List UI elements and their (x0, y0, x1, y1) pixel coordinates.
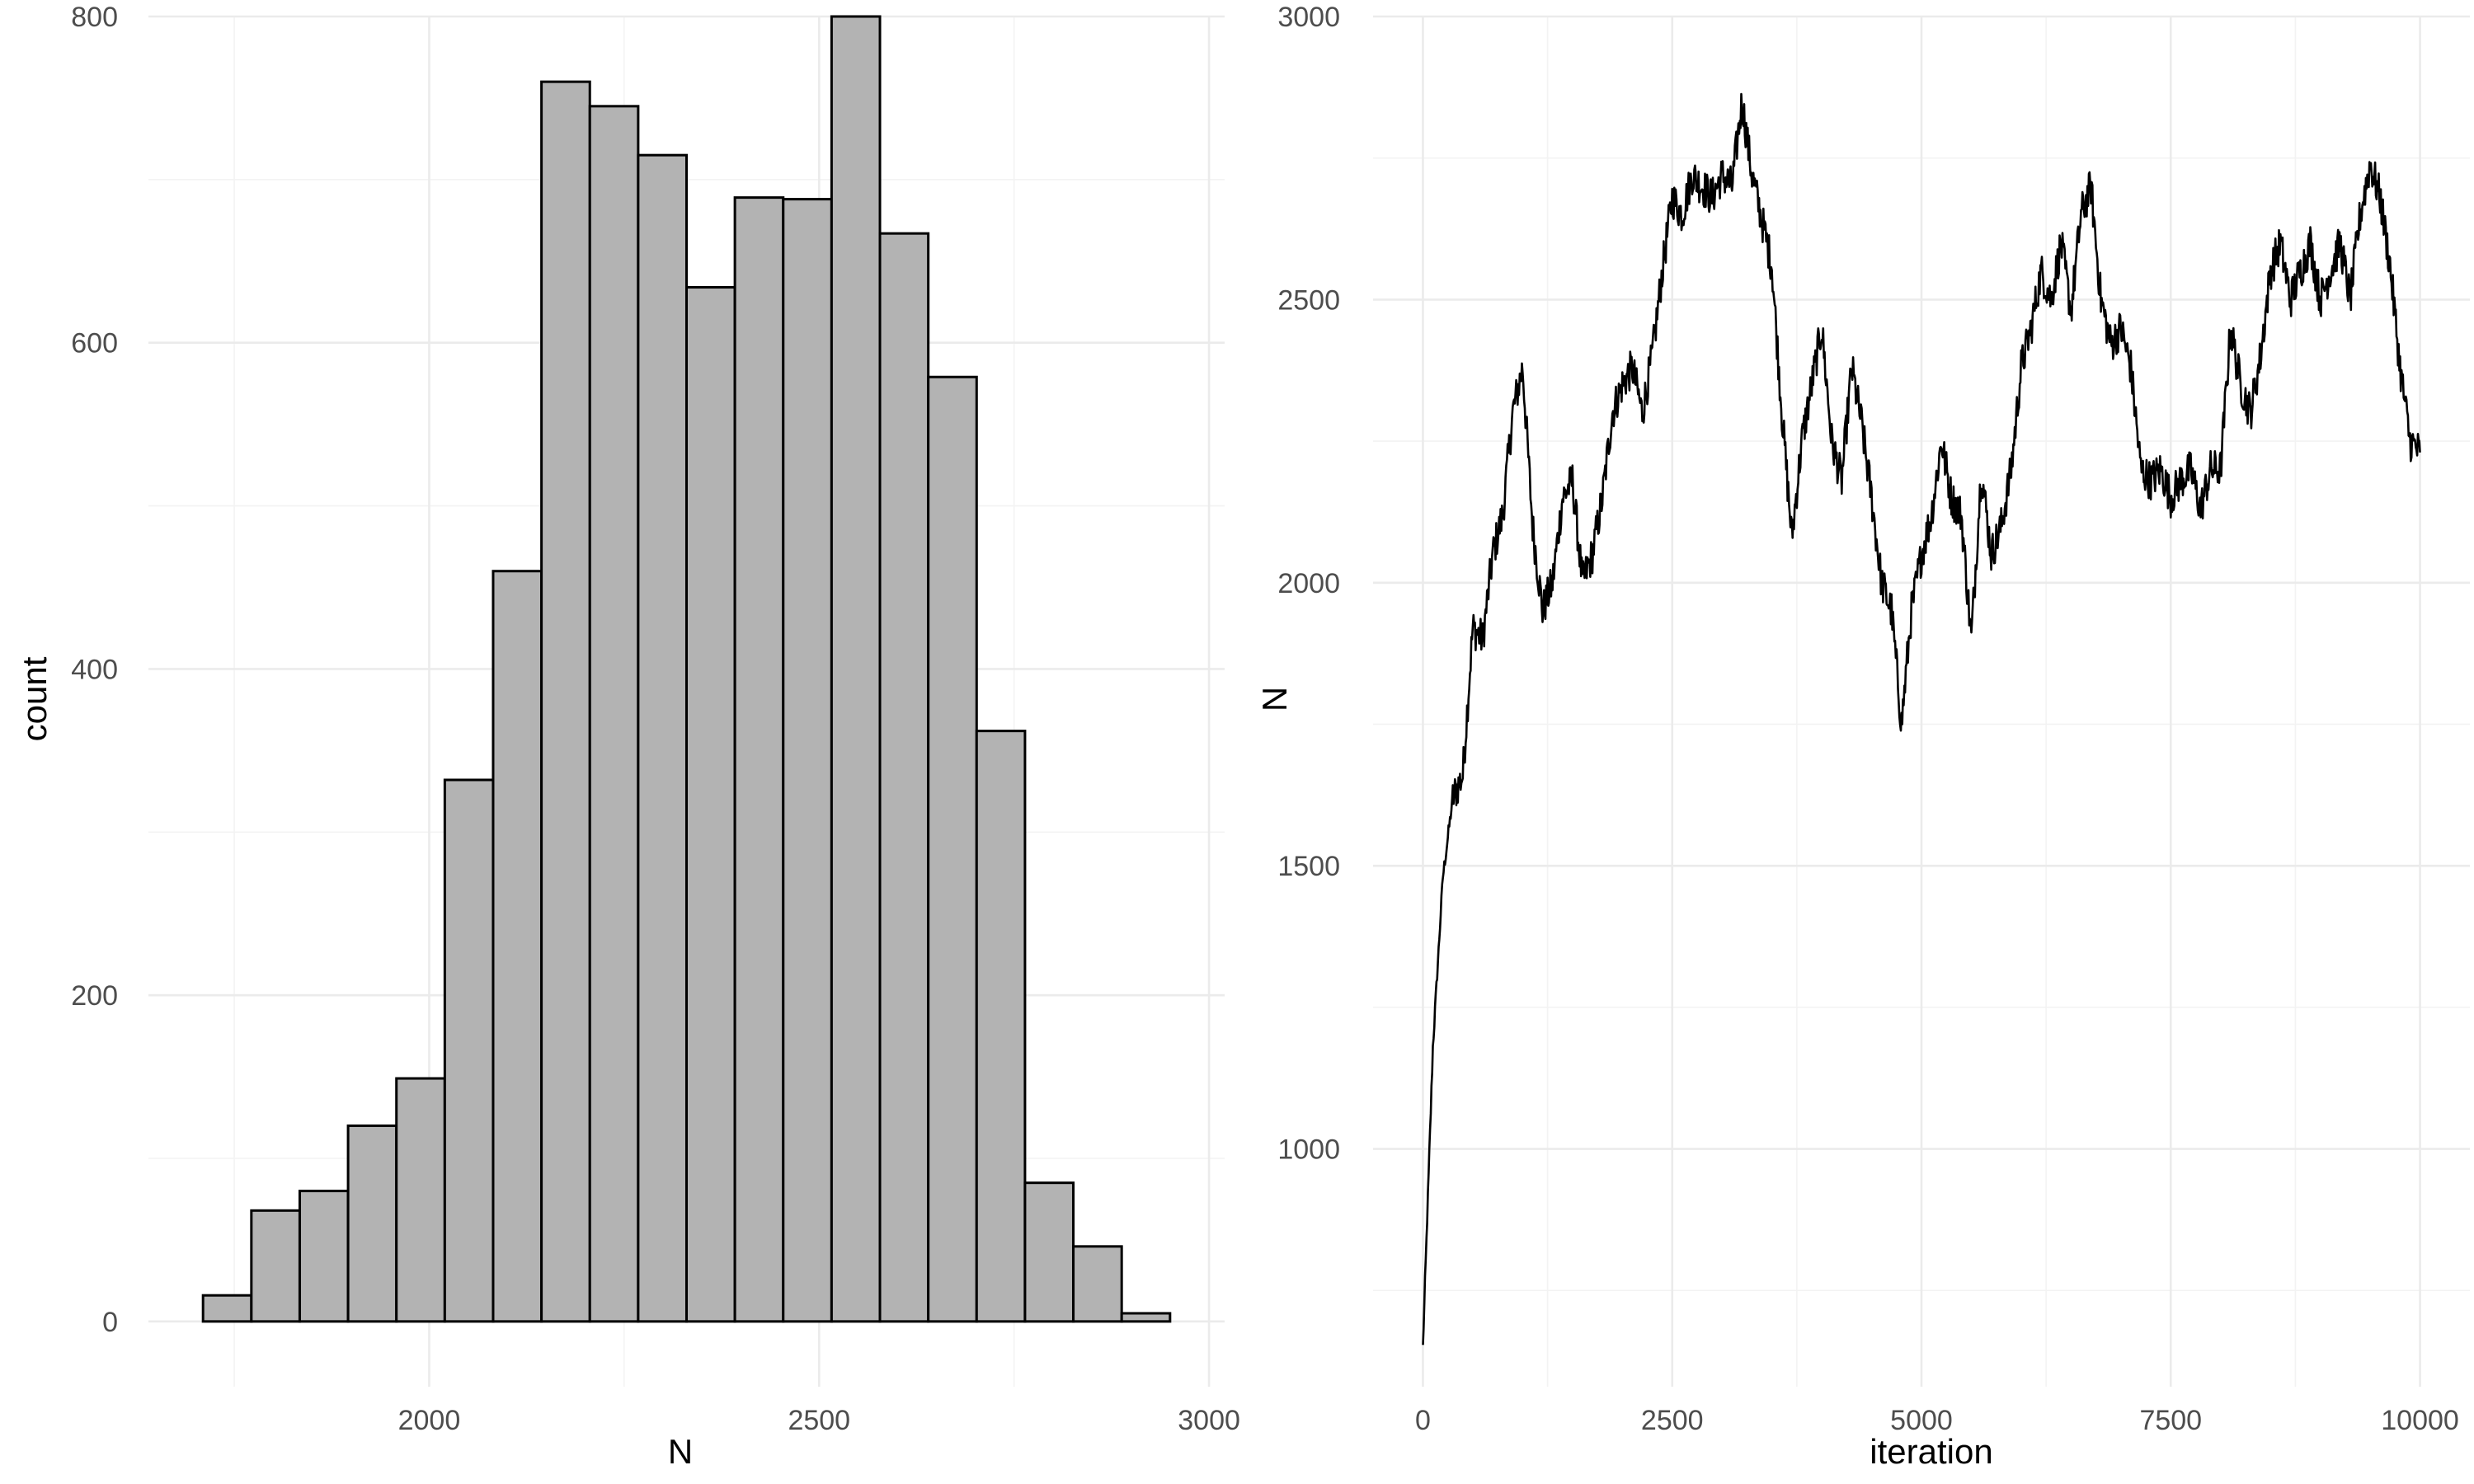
histogram-bar (492, 570, 543, 1323)
histogram-y-tick-label: 400 (71, 654, 118, 685)
histogram-bar (830, 15, 882, 1323)
trace-y-tick-label: 1500 (1277, 851, 1340, 882)
trace-y-tick-label: 3000 (1277, 2, 1340, 33)
histogram-bar (637, 153, 689, 1323)
histogram-bars (201, 15, 1172, 1323)
trace-x-tick-label: 0 (1415, 1405, 1431, 1436)
histogram-y-tick-label: 200 (71, 980, 118, 1012)
histogram-bar (395, 1077, 446, 1323)
trace-x-axis-title: iteration (1870, 1432, 1992, 1471)
histogram-bar (927, 375, 978, 1323)
histogram-y-tick-labels: 0 200 400 600 800 (71, 2, 118, 1338)
histogram-y-axis-title: count (15, 656, 54, 741)
histogram-x-tick-labels: 2000 2500 3000 (398, 1405, 1240, 1436)
trace-gridlines (1373, 15, 2470, 1387)
histogram-bar (540, 80, 591, 1323)
trace-y-axis-title: N (1255, 687, 1294, 711)
trace-y-tick-label: 2500 (1277, 284, 1340, 316)
trace-x-tick-label: 7500 (2139, 1405, 2202, 1436)
trace-y-tick-label: 2000 (1277, 568, 1340, 599)
histogram-bar (733, 196, 785, 1323)
histogram-bar (443, 778, 495, 1323)
histogram-y-tick-label: 0 (102, 1307, 118, 1338)
histogram-bar (346, 1124, 398, 1323)
trace-y-tick-label: 1000 (1277, 1134, 1340, 1166)
trace-line-group (1422, 92, 2421, 1345)
histogram-bar (201, 1294, 253, 1323)
histogram-bar (1072, 1245, 1123, 1323)
trace-plot-panel: 0 2500 5000 7500 10000 10001500200025003000 … (1255, 2, 2470, 1471)
histogram-x-tick-label: 2000 (398, 1405, 461, 1436)
histogram-y-tick-label: 600 (71, 328, 118, 359)
histogram-x-tick-label: 3000 (1178, 1405, 1240, 1436)
histogram-bar (975, 730, 1027, 1323)
histogram-bar (298, 1190, 350, 1323)
histogram-bar (1120, 1312, 1172, 1323)
trace-line (1422, 92, 2421, 1345)
trace-x-tick-labels: 0 2500 5000 7500 10000 (1415, 1405, 2459, 1436)
histogram-bar (1023, 1181, 1075, 1323)
histogram-bar (685, 285, 736, 1323)
trace-x-tick-label: 5000 (1890, 1405, 1953, 1436)
histogram-panel: 2000 2500 3000 0 200 400 600 800 N count (15, 2, 1240, 1471)
histogram-bar (878, 232, 930, 1323)
histogram-x-axis-title: N (668, 1432, 693, 1471)
trace-x-tick-label: 10000 (2381, 1405, 2459, 1436)
histogram-bar (250, 1209, 301, 1323)
trace-x-tick-label: 2500 (1641, 1405, 1704, 1436)
trace-y-tick-labels: 1000 1500 2000 2500 3000 (1277, 2, 1340, 1166)
histogram-y-tick-label: 800 (71, 2, 118, 33)
histogram-bar (782, 198, 833, 1323)
histogram-x-tick-label: 2500 (788, 1405, 850, 1436)
histogram-bar (588, 105, 640, 1323)
